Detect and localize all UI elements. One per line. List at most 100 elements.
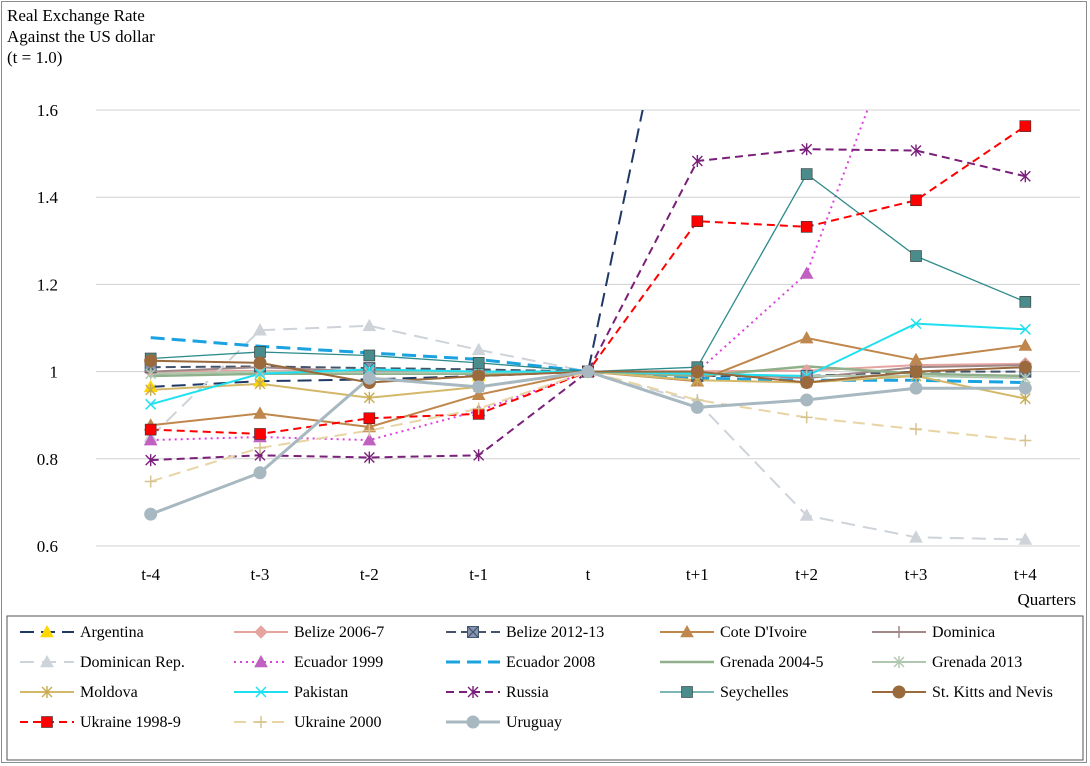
x-tick-label: t+2 xyxy=(795,565,818,584)
x-axis-title: Quarters xyxy=(1017,590,1076,609)
point-uruguay xyxy=(1018,381,1032,395)
legend-swatch-marker xyxy=(893,626,905,638)
point-cote-d-ivoire xyxy=(253,406,267,419)
y-tick-label: 1.2 xyxy=(37,275,58,294)
point-dominican-rep xyxy=(799,508,814,521)
point-ecuador-1999 xyxy=(799,266,814,279)
point-uruguay xyxy=(253,466,267,480)
x-tick-label: t-1 xyxy=(469,565,488,584)
point-ukraine-1998-9 xyxy=(800,221,813,233)
point-uruguay xyxy=(581,365,595,379)
legend-label: Ukraine 2000 xyxy=(294,714,382,731)
point-moldova xyxy=(145,383,157,396)
point-russia xyxy=(473,449,485,462)
point-ecuador-1999 xyxy=(362,433,377,446)
y-axis-title-line-2: Against the US dollar xyxy=(7,27,155,46)
point-ukraine-2000 xyxy=(910,423,922,436)
legend: Argentina Belize 2006-7 Belize 2012-13 Cote… xyxy=(6,615,1084,761)
y-tick-label: 0.6 xyxy=(37,537,58,556)
legend-item-belize-2012-13: Belize 2012-13 xyxy=(446,624,604,641)
legend-label: Grenada 2013 xyxy=(932,654,1022,671)
point-uruguay xyxy=(144,507,158,521)
legend-item-ukraine-2000: Ukraine 2000 xyxy=(234,714,382,731)
point-dominican-rep xyxy=(909,530,923,543)
legend-label: Grenada 2004-5 xyxy=(720,654,824,671)
legend-swatch-marker xyxy=(467,686,479,698)
y-axis-title-line-3: (t = 1.0) xyxy=(7,48,63,67)
legend-label: Uruguay xyxy=(506,714,562,731)
point-uruguay xyxy=(472,380,486,394)
y-axis-title-line-1: Real Exchange Rate xyxy=(7,6,145,25)
series-line-ecuador-1999 xyxy=(150,110,869,442)
legend-item-ecuador-1999: Ecuador 1999 xyxy=(234,654,383,671)
legend-item-grenada-2013: Grenada 2013 xyxy=(872,654,1022,671)
legend-item-cote-d-ivoire: Cote D'Ivoire xyxy=(660,624,807,641)
legend-label: Ukraine 1998-9 xyxy=(80,714,181,731)
point-seychelles xyxy=(472,357,485,369)
point-ukraine-1998-9 xyxy=(910,194,922,207)
legend-label: Moldova xyxy=(80,684,138,701)
legend-swatch-marker xyxy=(41,686,53,698)
x-tick-label: t+4 xyxy=(1014,565,1037,584)
legend-label: Ecuador 2008 xyxy=(506,654,595,671)
legend-swatch-marker xyxy=(40,654,54,668)
point-uruguay xyxy=(909,381,923,395)
point-dominican-rep xyxy=(471,342,486,356)
point-uruguay xyxy=(362,371,376,385)
legend-swatch-marker xyxy=(255,686,267,698)
legend-label: Seychelles xyxy=(720,684,788,701)
legend-label: St. Kitts and Nevis xyxy=(932,684,1053,701)
point-seychelles xyxy=(254,346,266,358)
legend-label: Belize 2012-13 xyxy=(506,624,604,641)
point-ukraine-2000 xyxy=(144,475,157,488)
legend-item-ecuador-2008: Ecuador 2008 xyxy=(446,654,595,671)
point-ukraine-1998-9 xyxy=(144,423,157,436)
series-line-russia xyxy=(150,148,1026,462)
point-seychelles xyxy=(1019,296,1032,308)
legend-label: Belize 2006-7 xyxy=(294,624,384,641)
legend-swatch-marker xyxy=(255,716,267,728)
point-ukraine-2000 xyxy=(363,424,376,437)
point-grenada-2013 xyxy=(145,367,157,380)
legend-label: Cote D'Ivoire xyxy=(720,624,807,641)
legend-label: Argentina xyxy=(80,624,144,641)
point-dominican-rep xyxy=(253,323,267,336)
legend-item-grenada-2004-5: Grenada 2004-5 xyxy=(660,654,824,671)
point-uruguay xyxy=(800,393,814,407)
point-seychelles xyxy=(800,168,813,180)
series-line-seychelles xyxy=(150,173,1026,373)
legend-item-dominica: Dominica xyxy=(872,624,995,641)
x-tick-label: t-4 xyxy=(141,565,160,584)
legend-swatch-marker xyxy=(893,656,905,668)
point-russia xyxy=(363,451,375,464)
x-tick-label: t-3 xyxy=(251,565,270,584)
series-line-uruguay xyxy=(150,370,1026,516)
legend-item-ukraine-1998-9: Ukraine 1998-9 xyxy=(20,714,181,731)
y-tick-label: 1.6 xyxy=(37,101,58,120)
point-ukraine-2000 xyxy=(254,441,266,454)
series-line-ukraine-2000 xyxy=(150,370,1026,483)
series-markers xyxy=(143,120,1033,545)
y-tick-label: 0.8 xyxy=(37,450,58,469)
y-axis-ticks: 0.6 0.8 1 1.2 1.4 1.6 xyxy=(37,101,59,556)
point-seychelles xyxy=(910,250,922,262)
legend-label: Ecuador 1999 xyxy=(294,654,383,671)
x-tick-label: t+1 xyxy=(686,565,709,584)
legend-box xyxy=(6,615,1084,761)
point-ukraine-2000 xyxy=(800,411,813,424)
series-line-ukraine-1998-9 xyxy=(150,125,1026,435)
legend-swatch-marker xyxy=(254,625,268,639)
x-tick-label: t xyxy=(586,565,591,584)
point-pakistan xyxy=(145,398,157,410)
point-ukraine-1998-9 xyxy=(363,412,376,425)
point-ukraine-2000 xyxy=(472,402,485,415)
point-st-kitts-and-nevis xyxy=(253,356,267,370)
legend-swatch-marker xyxy=(681,686,693,698)
point-russia xyxy=(145,454,157,467)
legend-item-moldova: Moldova xyxy=(20,684,138,701)
point-st-kitts-and-nevis xyxy=(1018,360,1032,374)
point-ukraine-2000 xyxy=(1019,434,1032,447)
point-moldova xyxy=(254,377,266,390)
